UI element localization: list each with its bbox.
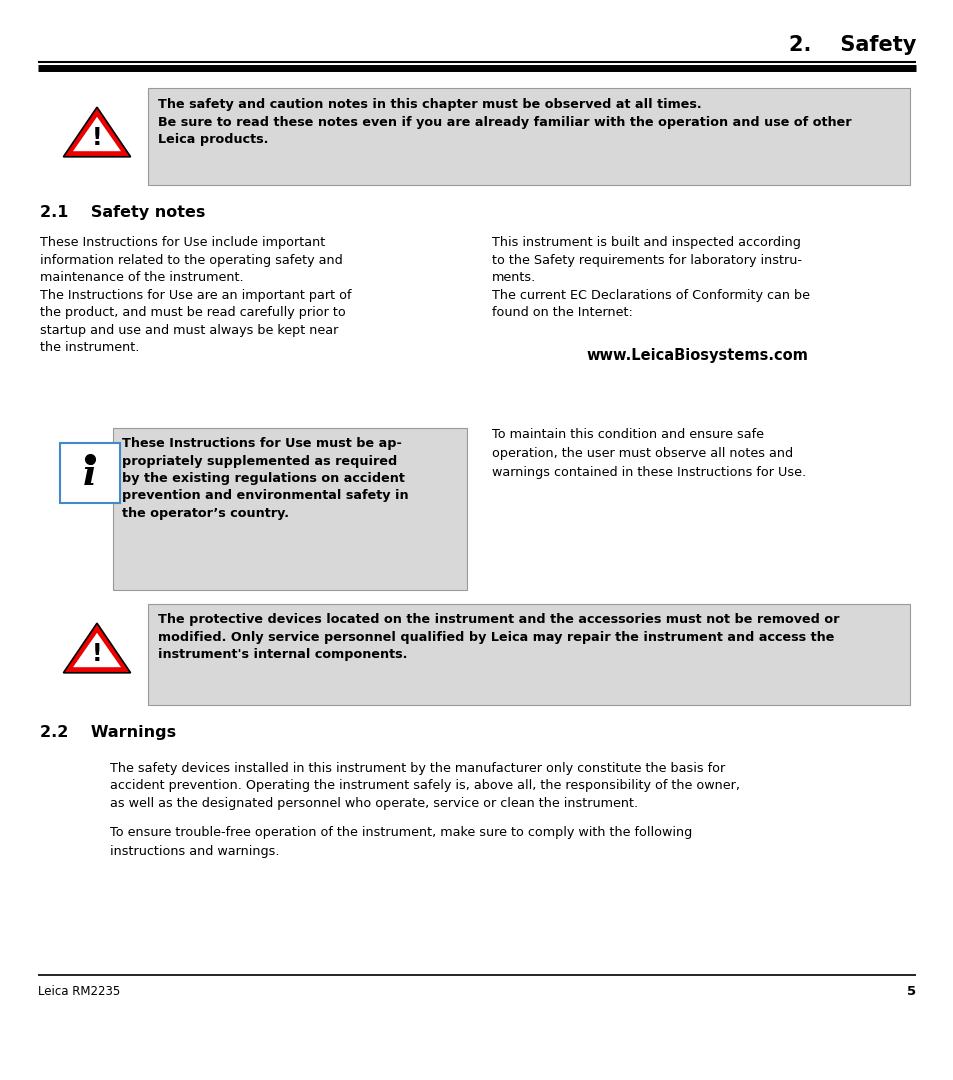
Text: These Instructions for Use must be ap-
propriately supplemented as required
by t: These Instructions for Use must be ap- p…	[122, 437, 408, 519]
Text: The protective devices located on the instrument and the accessories must not be: The protective devices located on the in…	[158, 613, 839, 661]
Polygon shape	[73, 117, 121, 151]
Text: To maintain this condition and ensure safe
operation, the user must observe all : To maintain this condition and ensure sa…	[492, 428, 805, 480]
Text: This instrument is built and inspected according
to the Safety requirements for : This instrument is built and inspected a…	[492, 237, 809, 319]
Text: !: !	[91, 642, 102, 665]
Text: To ensure trouble-free operation of the instrument, make sure to comply with the: To ensure trouble-free operation of the …	[110, 826, 692, 858]
Text: www.LeicaBiosystems.com: www.LeicaBiosystems.com	[585, 348, 807, 363]
Text: i: i	[83, 458, 97, 492]
Text: 2.    Safety: 2. Safety	[788, 35, 915, 55]
Polygon shape	[63, 623, 131, 673]
Text: The safety and caution notes in this chapter must be observed at all times.
Be s: The safety and caution notes in this cha…	[158, 98, 851, 146]
Bar	[148, 604, 909, 705]
Text: These Instructions for Use include important
information related to the operatin: These Instructions for Use include impor…	[40, 237, 351, 354]
Polygon shape	[63, 107, 131, 157]
Bar	[112, 428, 467, 590]
Bar	[60, 443, 120, 503]
Polygon shape	[73, 633, 121, 667]
Bar	[148, 87, 909, 185]
Text: Leica RM2235: Leica RM2235	[38, 985, 120, 998]
Text: 2.1    Safety notes: 2.1 Safety notes	[40, 205, 205, 220]
Text: The safety devices installed in this instrument by the manufacturer only constit: The safety devices installed in this ins…	[110, 762, 740, 810]
Text: 5: 5	[906, 985, 915, 998]
Text: 2.2    Warnings: 2.2 Warnings	[40, 725, 176, 740]
Text: !: !	[91, 125, 102, 150]
